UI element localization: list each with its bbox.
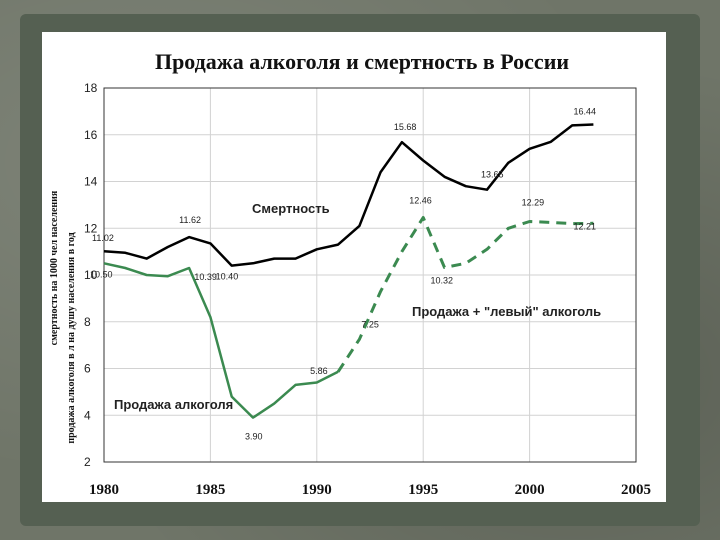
data-label: 13.65 [481, 170, 504, 180]
y-tick-label: 4 [84, 408, 91, 422]
y-tick-label: 18 [84, 81, 98, 95]
plot-area [103, 87, 637, 463]
x-tick-label: 2005 [621, 482, 651, 498]
chart-paper [42, 32, 666, 502]
series-line-0 [103, 123, 594, 267]
x-tick-label: 1985 [195, 482, 225, 498]
data-label: 12.29 [522, 197, 545, 207]
series-label-alcohol-sales: Продажа алкоголя [114, 397, 233, 412]
plot-frame [103, 87, 637, 463]
x-tick-label: 1995 [408, 482, 438, 498]
x-tick-label: 2000 [515, 482, 545, 498]
data-label: 10.40 [216, 272, 239, 282]
y-tick-label: 8 [84, 315, 91, 329]
data-label: 16.44 [573, 106, 596, 116]
y-tick-label: 6 [84, 362, 91, 376]
data-label: 12.21 [573, 221, 596, 231]
y-axis-label-outer: смертность на 1000 чел населения [49, 190, 60, 345]
data-label: 11.02 [92, 233, 114, 243]
x-axis-ticks: 1980 1985 1990 1995 2000 2005 [89, 482, 651, 498]
series-label-alcohol-plus-illegal: Продажа + "левый" алкоголь [412, 304, 601, 319]
data-label: 10.39 [194, 272, 217, 282]
data-label: 10.50 [90, 269, 113, 279]
series-labels: Смертность Продажа алкоголя Продажа + "л… [114, 201, 601, 412]
data-label: 11.62 [179, 215, 201, 225]
y-tick-label: 12 [84, 221, 98, 235]
series-line-1 [103, 262, 339, 419]
y-axis-label-inner: продажа алкоголя в л на душу населения в… [66, 232, 77, 443]
data-labels: 11.02 11.62 10.40 15.68 13.65 16.44 10.50 10.39… [90, 106, 596, 441]
y-tick-label: 16 [84, 128, 98, 142]
data-label: 12.46 [409, 195, 432, 205]
series-label-mortality: Смертность [252, 201, 330, 216]
series-line-2 [336, 216, 594, 373]
y-tick-label: 10 [84, 268, 98, 282]
data-label: 5.86 [310, 366, 328, 376]
y-axis-ticks: 18 16 14 12 10 8 6 4 2 [84, 81, 98, 469]
y-tick-label: 2 [84, 455, 91, 469]
x-tick-label: 1980 [89, 482, 119, 498]
y-tick-label: 14 [84, 175, 98, 189]
data-label: 10.32 [430, 276, 453, 286]
x-tick-label: 1990 [302, 482, 332, 498]
data-label: 7.25 [361, 319, 379, 329]
data-label: 15.68 [394, 122, 417, 132]
data-label: 3.90 [245, 432, 263, 442]
series-lines [103, 123, 594, 419]
chart-title: Продажа алкоголя и смертность в России [155, 49, 569, 74]
